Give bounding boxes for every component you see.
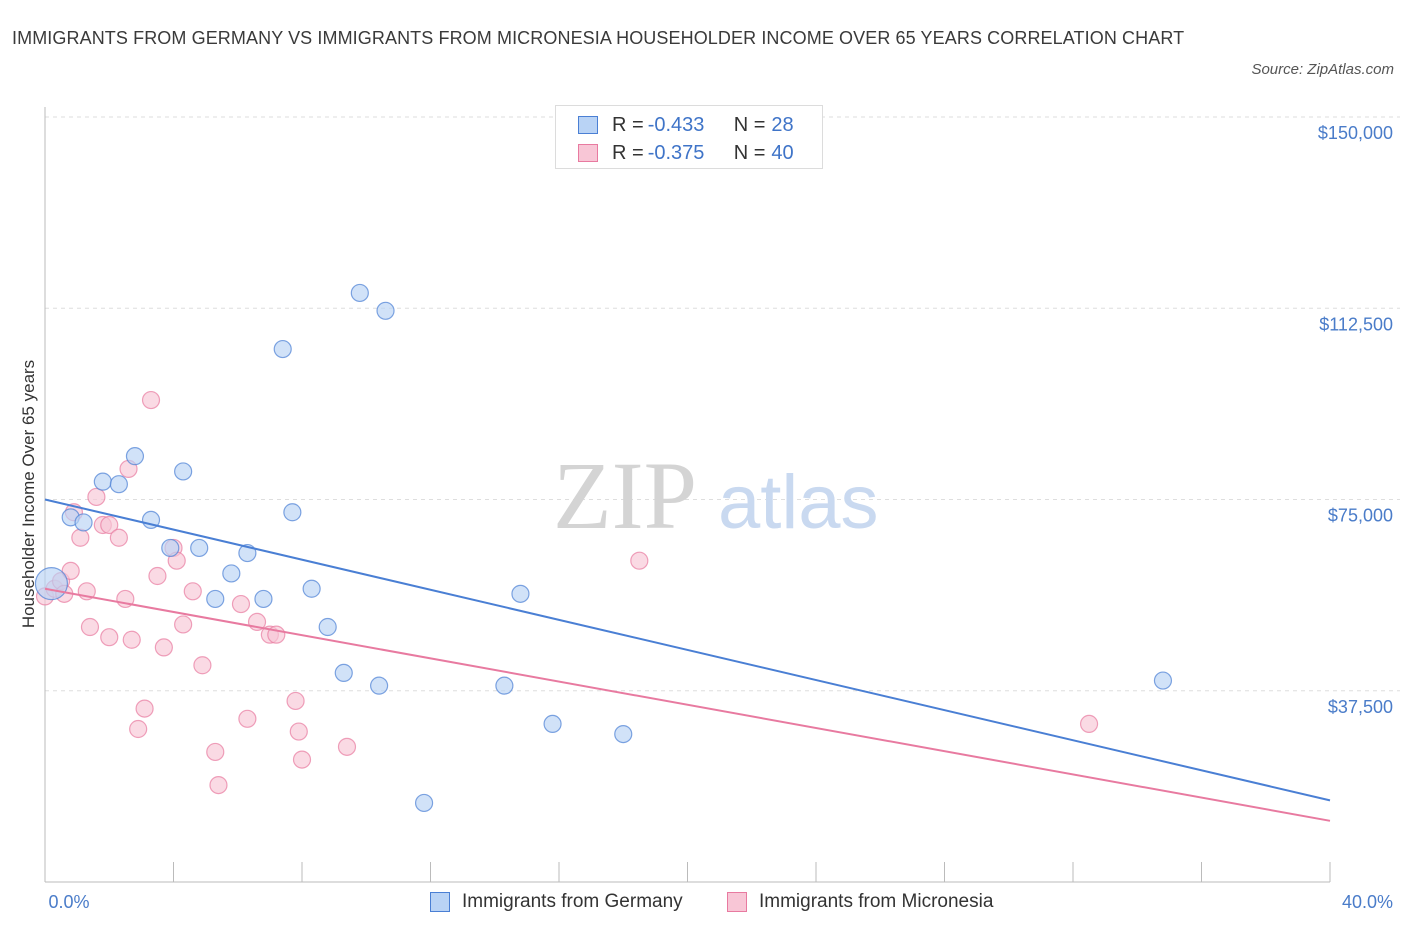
data-point — [283, 503, 302, 522]
data-point — [100, 628, 119, 647]
legend-r-label: R = — [612, 113, 644, 136]
legend-row-germany: R = -0.433 N = 28 — [578, 113, 794, 137]
data-point — [1079, 714, 1099, 734]
data-point — [614, 724, 633, 744]
watermark-atlas: atlas — [718, 460, 879, 545]
data-point — [630, 551, 649, 570]
chart-title: IMMIGRANTS FROM GERMANY VS IMMIGRANTS FR… — [12, 28, 1185, 48]
data-point — [129, 719, 148, 739]
data-point — [161, 538, 180, 558]
grid-lines — [45, 116, 1400, 692]
data-point — [109, 528, 128, 547]
data-point — [231, 594, 251, 614]
y-tick-label: $75,000 — [1328, 506, 1393, 526]
data-point — [334, 663, 353, 683]
bottom-legend-label-micronesia: Immigrants from Micronesia — [759, 891, 994, 912]
data-point — [206, 742, 225, 762]
series-germany — [34, 283, 1173, 813]
data-point — [100, 515, 119, 535]
data-point — [183, 582, 202, 601]
tick-labels: $37,500 $75,000 $112,500 $150,000 0.0% 40.0% — [48, 123, 1393, 912]
y-tick-label: $37,500 — [1328, 697, 1393, 717]
data-point — [174, 615, 193, 634]
legend-n-label: N = — [733, 141, 766, 164]
data-point — [141, 390, 161, 410]
data-point — [414, 793, 434, 813]
legend-n-value: 28 — [771, 113, 794, 136]
source-label: Source: ZipAtlas.com — [1251, 61, 1394, 78]
data-point — [174, 462, 193, 481]
legend-r-value: -0.433 — [647, 113, 705, 136]
data-point — [193, 656, 212, 675]
data-point — [61, 561, 80, 581]
data-point — [350, 283, 369, 303]
trend-line-germany — [44, 498, 1331, 802]
data-point — [302, 579, 321, 598]
series-layer — [34, 283, 1331, 822]
watermark: ZIP atlas — [553, 442, 879, 549]
data-point — [1153, 671, 1173, 690]
data-point — [511, 584, 530, 603]
data-point — [154, 638, 173, 657]
data-point — [222, 564, 241, 583]
bottom-legend-label-germany: Immigrants from Germany — [462, 891, 683, 912]
data-point — [286, 691, 305, 711]
y-tick-label: $150,000 — [1318, 123, 1393, 143]
data-point — [93, 472, 112, 491]
data-point — [34, 567, 69, 601]
data-point — [148, 566, 167, 586]
bottom-legend-micronesia: Immigrants from Micronesia — [727, 889, 993, 915]
data-point — [87, 487, 106, 507]
legend-n-label: N = — [733, 113, 766, 136]
bottom-legend-germany: Immigrants from Germany — [430, 889, 683, 915]
data-point — [80, 617, 100, 637]
data-point — [209, 775, 228, 795]
data-point — [370, 676, 389, 695]
data-point — [109, 475, 128, 494]
data-point — [71, 528, 90, 547]
bottom-legend-swatch-micronesia — [727, 892, 747, 912]
data-point — [238, 709, 257, 728]
data-point — [122, 630, 141, 649]
data-point — [376, 301, 395, 320]
data-point — [318, 617, 337, 637]
data-point — [206, 589, 225, 609]
legend-n-value: 40 — [771, 141, 794, 164]
y-axis-label: Householder Income Over 65 years — [19, 360, 38, 628]
data-point — [135, 699, 154, 718]
watermark-zip: ZIP — [553, 442, 697, 549]
data-point — [273, 339, 292, 359]
data-point — [254, 589, 273, 609]
data-point — [292, 750, 312, 769]
legend-r-label: R = — [612, 141, 644, 164]
data-point — [74, 513, 93, 532]
data-point — [543, 714, 562, 734]
data-point — [190, 538, 209, 558]
bottom-legend-swatch-germany — [430, 892, 450, 912]
legend-swatch-germany — [578, 116, 598, 134]
x-tick-label: 40.0% — [1342, 892, 1393, 912]
data-point — [125, 447, 145, 466]
legend-r-value: -0.375 — [647, 141, 705, 164]
data-point — [289, 722, 308, 741]
axes — [44, 107, 1331, 883]
legend-row-micronesia: R = -0.375 N = 40 — [578, 141, 794, 165]
data-point — [495, 676, 514, 695]
legend-swatch-micronesia — [578, 144, 598, 162]
trend-line-micronesia — [44, 587, 1331, 822]
stats-legend: R = -0.433 N = 28 R = -0.375 N = 40 — [555, 105, 823, 169]
y-tick-label: $112,500 — [1319, 314, 1393, 334]
data-point — [337, 737, 357, 756]
x-tick-label: 0.0% — [48, 892, 89, 912]
